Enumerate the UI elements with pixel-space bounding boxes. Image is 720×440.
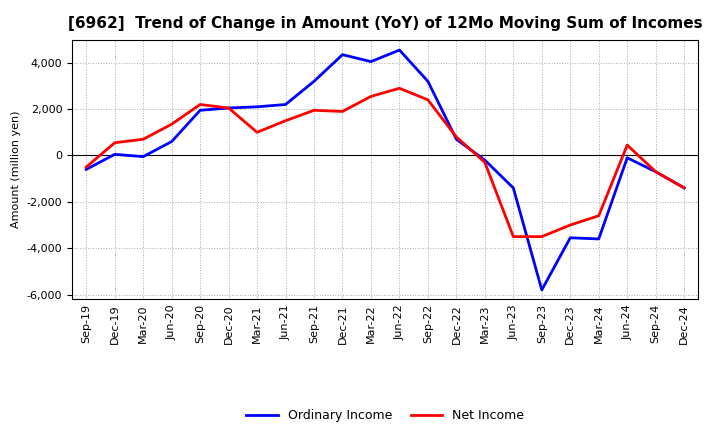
Ordinary Income	[537, 287, 546, 293]
Net Income	[452, 134, 461, 139]
Ordinary Income	[139, 154, 148, 159]
Net Income	[110, 140, 119, 145]
Line: Net Income: Net Income	[86, 88, 684, 237]
Net Income	[652, 169, 660, 174]
Ordinary Income	[310, 79, 318, 84]
Net Income	[680, 185, 688, 191]
Ordinary Income	[452, 137, 461, 142]
Ordinary Income	[652, 169, 660, 174]
Ordinary Income	[167, 139, 176, 144]
Net Income	[423, 97, 432, 103]
Ordinary Income	[338, 52, 347, 57]
Net Income	[82, 165, 91, 170]
Title: [6962]  Trend of Change in Amount (YoY) of 12Mo Moving Sum of Incomes: [6962] Trend of Change in Amount (YoY) o…	[68, 16, 703, 32]
Ordinary Income	[680, 185, 688, 191]
Net Income	[225, 105, 233, 110]
Line: Ordinary Income: Ordinary Income	[86, 50, 684, 290]
Net Income	[537, 234, 546, 239]
Ordinary Income	[196, 108, 204, 113]
Net Income	[566, 222, 575, 227]
Net Income	[338, 109, 347, 114]
Net Income	[196, 102, 204, 107]
Net Income	[167, 121, 176, 127]
Net Income	[310, 108, 318, 113]
Ordinary Income	[225, 105, 233, 110]
Ordinary Income	[366, 59, 375, 64]
Net Income	[480, 160, 489, 165]
Net Income	[366, 94, 375, 99]
Ordinary Income	[595, 236, 603, 242]
Net Income	[282, 118, 290, 123]
Net Income	[139, 137, 148, 142]
Net Income	[623, 143, 631, 148]
Ordinary Income	[395, 48, 404, 53]
Net Income	[253, 130, 261, 135]
Ordinary Income	[282, 102, 290, 107]
Ordinary Income	[566, 235, 575, 240]
Ordinary Income	[253, 104, 261, 110]
Y-axis label: Amount (million yen): Amount (million yen)	[11, 110, 21, 228]
Ordinary Income	[623, 155, 631, 161]
Ordinary Income	[509, 185, 518, 191]
Ordinary Income	[423, 79, 432, 84]
Ordinary Income	[110, 152, 119, 157]
Ordinary Income	[82, 167, 91, 172]
Ordinary Income	[480, 158, 489, 163]
Legend: Ordinary Income, Net Income: Ordinary Income, Net Income	[241, 404, 529, 427]
Net Income	[595, 213, 603, 218]
Net Income	[395, 86, 404, 91]
Net Income	[509, 234, 518, 239]
